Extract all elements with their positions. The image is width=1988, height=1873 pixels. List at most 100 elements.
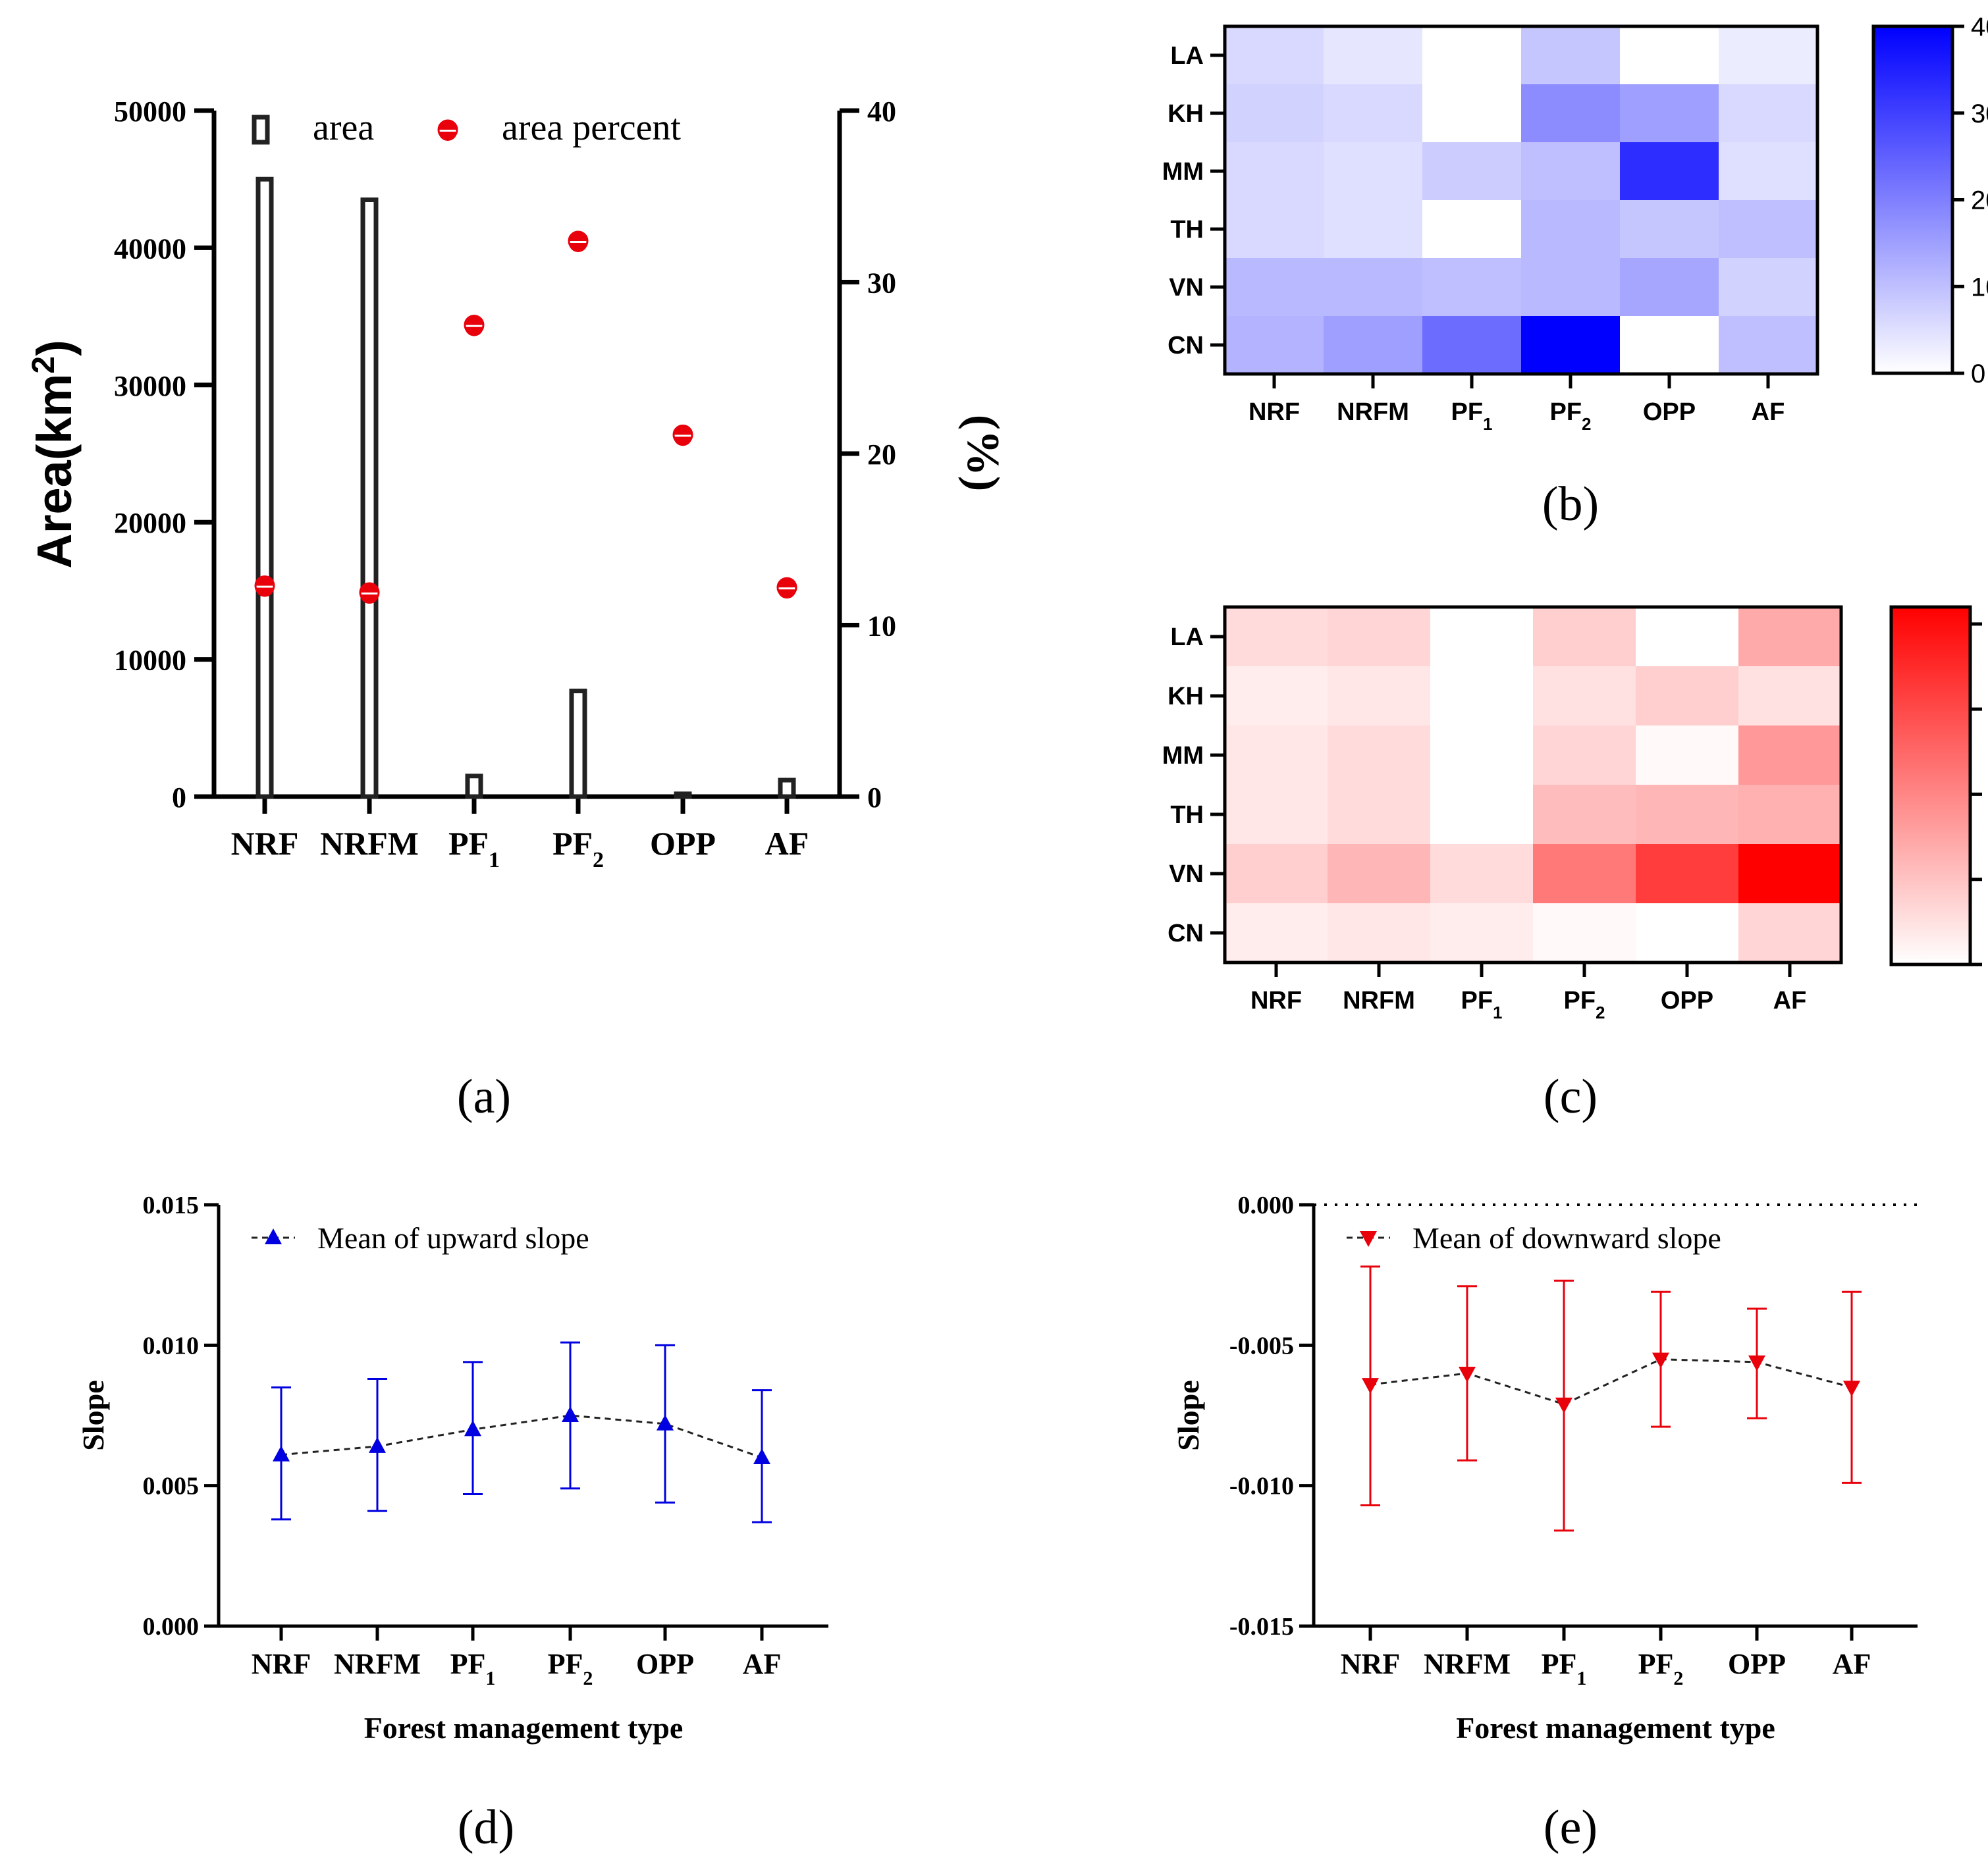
point-area-percent-top bbox=[674, 425, 692, 435]
heatmap-b-cell bbox=[1620, 200, 1719, 259]
heatmap-c-cell bbox=[1430, 903, 1534, 963]
slope-d-legend-label: Mean of upward slope bbox=[317, 1221, 589, 1255]
heatmap-b-cell bbox=[1422, 84, 1522, 143]
heatmap-c-cell bbox=[1636, 666, 1739, 726]
point-area-percent-top bbox=[778, 578, 796, 588]
slope-e-marker bbox=[1459, 1367, 1476, 1383]
y-tick-label-right: 10 bbox=[867, 610, 896, 643]
heatmap-b-cell bbox=[1225, 26, 1324, 85]
heatmap-c-y-label: LA bbox=[1170, 623, 1204, 651]
heatmap-b-colorbar-tick-label: 30 bbox=[1971, 99, 1988, 128]
legend-point-symbol-top bbox=[439, 120, 457, 130]
slope-e-marker bbox=[1362, 1378, 1379, 1394]
heatmap-c-y-label: VN bbox=[1169, 860, 1204, 888]
slope-d-y-tick-label: 0.000 bbox=[143, 1613, 200, 1641]
slope-e-x-tick-label: OPP bbox=[1728, 1648, 1786, 1680]
slope-e-x-axis-title: Forest management type bbox=[1456, 1711, 1775, 1745]
y-tick-label-right: 30 bbox=[867, 267, 896, 300]
x-tick-label: NRF bbox=[231, 825, 299, 862]
heatmap-c-cell bbox=[1636, 607, 1739, 667]
heatmap-b-cell bbox=[1422, 26, 1522, 85]
heatmap-b-cell bbox=[1225, 258, 1324, 317]
heatmap-b-cell bbox=[1719, 142, 1818, 201]
heatmap-c-x-label: NRF bbox=[1250, 987, 1302, 1015]
heatmap-b-cell bbox=[1719, 316, 1818, 375]
slope-e-marker bbox=[1843, 1381, 1860, 1397]
heatmap-c-cell bbox=[1636, 725, 1739, 785]
heatmap-c-cell bbox=[1430, 844, 1534, 904]
heatmap-c-cell bbox=[1636, 903, 1739, 963]
heatmap-b-panel-label: (b) bbox=[1542, 477, 1599, 531]
heatmap-b-cell bbox=[1225, 316, 1324, 375]
heatmap-b-frame bbox=[1223, 24, 1819, 376]
heatmap-c-cell bbox=[1533, 666, 1636, 726]
slope-e-y-axis-title: Slope bbox=[1171, 1380, 1205, 1450]
bar-area bbox=[360, 197, 379, 799]
heatmap-c-cell bbox=[1533, 844, 1636, 904]
y-axis-title-left: Area(km2) bbox=[26, 340, 82, 569]
slope-d-legend-marker bbox=[265, 1228, 282, 1244]
heatmap-b-cell bbox=[1521, 26, 1621, 85]
slope-d-x-tick-label: PF2 bbox=[548, 1648, 593, 1689]
heatmap-b-colorbar-tick-label: 0 bbox=[1971, 359, 1985, 388]
x-tick-label: NRFM bbox=[320, 825, 419, 862]
heatmap-b-colorbar bbox=[1871, 24, 1954, 375]
slope-d-x-axis-title: Forest management type bbox=[364, 1711, 684, 1745]
heatmap-b-cell bbox=[1719, 84, 1818, 143]
heatmap-c-cell bbox=[1533, 607, 1636, 667]
heatmap-c-cell bbox=[1225, 725, 1328, 785]
slope-d-x-tick-label: NRFM bbox=[334, 1648, 421, 1680]
point-area-percent-bottom bbox=[255, 587, 274, 597]
heatmap-b-x-label: PF2 bbox=[1549, 398, 1591, 434]
heatmap-b-cell bbox=[1324, 200, 1423, 259]
panel-label-a: (a) bbox=[457, 1070, 511, 1124]
x-tick-label: PF1 bbox=[448, 825, 500, 872]
slope-e-y-tick-label: -0.005 bbox=[1229, 1332, 1294, 1359]
heatmap-b-cell bbox=[1620, 84, 1719, 143]
slope-d-y-tick-label: 0.005 bbox=[143, 1473, 200, 1500]
slope-d-marker bbox=[562, 1406, 579, 1422]
slope-e-marker bbox=[1748, 1355, 1765, 1371]
heatmap-c-cell bbox=[1328, 666, 1431, 726]
heatmap-b-x-label: NRFM bbox=[1337, 398, 1409, 426]
slope-e-y-tick-label: -0.015 bbox=[1229, 1613, 1294, 1641]
heatmap-c-cell bbox=[1738, 725, 1842, 785]
slope-d-panel-label: (d) bbox=[458, 1801, 514, 1855]
heatmap-c-cell bbox=[1225, 903, 1328, 963]
heatmap-b-cell bbox=[1521, 316, 1621, 375]
slope-e-x-tick-label: PF2 bbox=[1638, 1648, 1684, 1689]
bar-area bbox=[255, 176, 274, 799]
slope-d-x-tick-label: OPP bbox=[636, 1648, 694, 1680]
slope-d-marker bbox=[273, 1445, 290, 1462]
slope-e-y-tick-label: 0.000 bbox=[1238, 1192, 1295, 1219]
heatmap-b-x-label: NRF bbox=[1249, 398, 1300, 426]
heatmap-b-cell bbox=[1620, 316, 1719, 375]
point-area-percent-bottom bbox=[778, 589, 796, 599]
y-tick-label-left: 10000 bbox=[114, 645, 186, 677]
heatmap-c-cell bbox=[1738, 903, 1842, 963]
y-tick-label-right: 20 bbox=[867, 438, 896, 471]
heatmap-c-y-label: TH bbox=[1170, 801, 1204, 829]
heatmap-b-cell bbox=[1521, 258, 1621, 317]
heatmap-b-x-label: PF1 bbox=[1451, 398, 1492, 434]
x-tick-label: AF bbox=[765, 825, 809, 862]
heatmap-c-cell bbox=[1636, 785, 1739, 845]
y-tick-label-right: 0 bbox=[867, 781, 882, 814]
heatmap-b-cell bbox=[1422, 316, 1522, 375]
point-area-percent-bottom bbox=[569, 242, 587, 252]
heatmap-b-cell bbox=[1620, 258, 1719, 317]
heatmap-c-cell bbox=[1636, 844, 1739, 904]
heatmap-c-cell bbox=[1430, 607, 1534, 667]
slope-e-x-tick-label: PF1 bbox=[1542, 1648, 1587, 1689]
heatmap-c-cell bbox=[1533, 785, 1636, 845]
bar-area bbox=[674, 791, 692, 799]
heatmap-c-y-label: CN bbox=[1168, 920, 1204, 947]
heatmap-b-cell bbox=[1324, 258, 1423, 317]
heatmap-b-cell bbox=[1521, 200, 1621, 259]
heatmap-b-y-label: LA bbox=[1170, 42, 1204, 70]
heatmap-b-cell bbox=[1324, 84, 1423, 143]
heatmap-b-cell bbox=[1422, 142, 1522, 201]
heatmap-b-cell bbox=[1324, 26, 1423, 85]
heatmap-c-cell bbox=[1533, 903, 1636, 963]
heatmap-c-cell bbox=[1225, 785, 1328, 845]
